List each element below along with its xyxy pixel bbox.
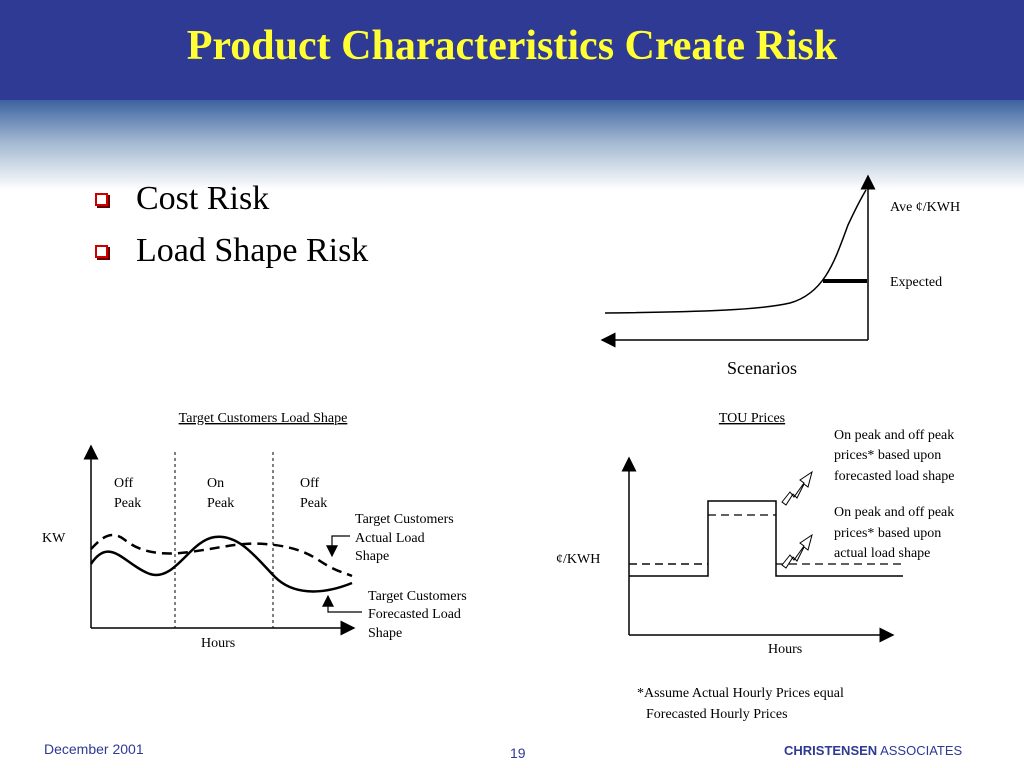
bullet-text: Cost Risk: [136, 180, 270, 217]
forecast-load-label: Target Customers: [368, 589, 467, 604]
forecast-load-label: Forecasted Load: [368, 607, 461, 622]
cost-risk-diagram: Ave ¢/KWH Expected Scenarios: [600, 174, 960, 378]
actual-load-label: Shape: [355, 549, 389, 564]
actual-load-curve: [90, 533, 353, 578]
load-x-label: Hours: [201, 636, 235, 651]
forecast-note: forecasted load shape: [834, 469, 955, 484]
company-name-bold: CHRISTENSEN: [784, 743, 878, 758]
company-name-rest: ASSOCIATES: [880, 743, 963, 758]
header-gradient: [0, 100, 1024, 190]
expected-label: Expected: [890, 275, 942, 290]
period-label-line1: Off: [114, 476, 134, 491]
tou-prices-diagram: TOU Prices ¢/KWH Hours On peak and off p…: [556, 411, 955, 722]
period-label-line2: Peak: [114, 496, 141, 511]
tou-y-label: ¢/KWH: [556, 552, 600, 567]
footnote: *Assume Actual Hourly Prices equal: [637, 686, 844, 701]
tou-x-label: Hours: [768, 642, 802, 657]
bullet-item: Cost Risk: [95, 180, 269, 218]
period-label-line2: Peak: [207, 496, 234, 511]
lightning-pointer-icon: [781, 533, 813, 569]
bullet-item: Load Shape Risk: [95, 232, 368, 270]
actual-load-label: Actual Load: [355, 531, 425, 546]
forecast-load-label: Shape: [368, 626, 402, 641]
actual-note: prices* based upon: [834, 526, 941, 541]
period-label-line1: On: [207, 476, 224, 491]
footer-date: December 2001: [44, 741, 144, 757]
load-diagram-title: Target Customers Load Shape: [179, 411, 348, 426]
period-label-line1: Off: [300, 476, 320, 491]
company-name: CHRISTENSEN ASSOCIATES: [784, 743, 962, 758]
actual-price-segments: [629, 514, 903, 565]
actual-label-pointer: [326, 535, 350, 558]
slide-title: Product Characteristics Create Risk: [186, 23, 838, 69]
square-bullet-icon: [95, 244, 108, 258]
actual-load-label: Target Customers: [355, 512, 454, 527]
lightning-pointer-icon: [781, 470, 813, 506]
cost-x-label: Scenarios: [727, 358, 797, 378]
period-label-line2: Peak: [300, 496, 327, 511]
forecast-note: prices* based upon: [834, 448, 941, 463]
footnote: Forecasted Hourly Prices: [646, 707, 788, 722]
actual-note: On peak and off peak: [834, 505, 954, 520]
forecast-label-pointer: [322, 594, 362, 613]
bullet-text: Load Shape Risk: [136, 232, 369, 269]
actual-note: actual load shape: [834, 546, 930, 561]
load-y-label: KW: [42, 531, 66, 546]
tou-diagram-title: TOU Prices: [719, 411, 785, 426]
cost-curve: [604, 189, 867, 314]
page-number: 19: [510, 745, 526, 761]
forecasted-load-curve: [89, 535, 353, 593]
load-shape-diagram: Target Customers Load Shape Off Peak On …: [42, 411, 467, 651]
title-bar: [0, 0, 1024, 100]
cost-y-label: Ave ¢/KWH: [890, 200, 960, 215]
forecast-note: On peak and off peak: [834, 428, 954, 443]
square-bullet-icon: [95, 192, 108, 206]
forecasted-price-line: [629, 500, 903, 577]
